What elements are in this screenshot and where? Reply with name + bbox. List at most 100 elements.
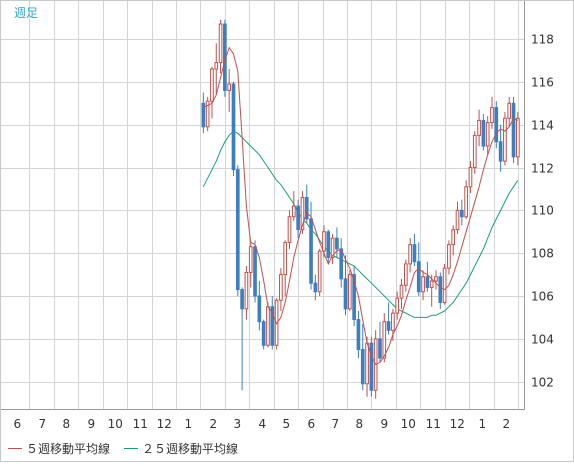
candle-down	[309, 218, 313, 284]
legend-label-ma25: ２５週移動平均線	[142, 441, 239, 456]
candle-down	[296, 205, 300, 231]
x-tick-label: 6	[307, 417, 315, 431]
y-tick-label: 112	[531, 162, 554, 176]
candle-down	[460, 209, 464, 218]
x-tick-label: 1	[184, 417, 192, 431]
candle-up	[503, 117, 507, 162]
x-tick-label: 7	[38, 417, 46, 431]
x-tick-label: 8	[355, 417, 363, 431]
chart-title: 週足	[14, 6, 39, 20]
candle-up	[365, 342, 369, 385]
candle-up	[477, 119, 481, 136]
candle-down	[339, 248, 344, 280]
candle-up	[330, 237, 335, 258]
candle-down	[201, 102, 206, 128]
y-tick-label: 102	[531, 376, 554, 390]
candle-down	[498, 141, 503, 162]
y-tick-label: 106	[531, 290, 554, 304]
legend-swatch-ma25	[124, 447, 139, 449]
candle-up	[490, 107, 494, 124]
candle-up	[516, 117, 520, 158]
ma25-line	[202, 130, 519, 318]
ma5-line	[203, 46, 519, 366]
y-tick-label: 114	[531, 119, 554, 133]
candle-up	[347, 274, 352, 310]
candle-down	[369, 342, 374, 391]
candle-down	[386, 321, 391, 331]
candle-up	[248, 246, 253, 273]
candle-up	[279, 274, 283, 301]
y-tick-label: 110	[531, 204, 554, 218]
candle-down	[304, 197, 309, 220]
candle-up	[434, 276, 438, 282]
y-tick-label: 108	[531, 247, 554, 261]
candle-up	[210, 68, 214, 102]
y-tick-label: 104	[531, 333, 554, 347]
candle-down	[378, 338, 382, 359]
candle-up	[322, 231, 326, 252]
x-tick-label: 10	[108, 417, 123, 431]
candle-up	[283, 241, 288, 276]
x-tick-label: 7	[331, 417, 339, 431]
candle-up	[464, 186, 468, 218]
candle-up	[408, 244, 412, 265]
candle-down	[240, 289, 244, 310]
candle-down	[257, 295, 262, 323]
candle-up	[429, 280, 434, 288]
y-tick-label: 118	[531, 33, 554, 47]
candle-down	[270, 306, 275, 346]
ma25-series	[202, 130, 519, 318]
candle-up	[403, 263, 408, 286]
candle-down	[416, 261, 421, 293]
candle-up	[291, 205, 296, 218]
candle-down	[326, 231, 331, 258]
legend-item-ma5: ５週移動平均線	[8, 440, 110, 457]
legend-label-ma5: ５週移動平均線	[26, 441, 111, 456]
candle-down	[253, 246, 257, 297]
x-tick-label: 4	[258, 417, 266, 431]
candle-down	[481, 119, 486, 147]
gridlines	[0, 0, 525, 410]
x-tick-label: 9	[87, 417, 95, 431]
x-tick-label: 1	[478, 417, 486, 431]
candle-up	[300, 197, 305, 231]
x-tick-label: 11	[426, 417, 441, 431]
candle-up	[266, 306, 270, 346]
x-tick-label: 2	[209, 417, 217, 431]
candle-up	[485, 122, 490, 147]
candle-down	[494, 107, 499, 143]
x-tick-label: 10	[401, 417, 416, 431]
x-tick-label: 6	[13, 417, 21, 431]
candles	[201, 19, 520, 399]
candle-up	[218, 23, 223, 64]
candle-up	[227, 83, 232, 91]
candle-up	[205, 100, 210, 128]
candle-up	[399, 284, 404, 299]
candle-up	[472, 134, 477, 169]
candle-down	[313, 282, 318, 293]
x-tick-label: 5	[282, 417, 290, 431]
x-tick-label: 12	[157, 417, 172, 431]
candle-up	[468, 167, 473, 188]
candle-down	[343, 278, 348, 310]
candle-up	[317, 250, 322, 293]
candle-down	[335, 237, 339, 250]
x-tick-label: 2	[502, 417, 510, 431]
x-tick-label: 9	[380, 417, 388, 431]
legend: ５週移動平均線 ２５週移動平均線	[8, 440, 252, 456]
candle-down	[352, 274, 356, 321]
candle-down	[360, 349, 365, 385]
candle-down	[356, 319, 361, 351]
candle-down	[412, 244, 417, 263]
candle-up	[244, 271, 249, 310]
candle-up	[421, 276, 425, 293]
candle-down	[438, 276, 443, 303]
legend-item-ma25: ２５週移動平均線	[124, 440, 238, 457]
candle-up	[214, 62, 219, 70]
candle-down	[261, 321, 266, 346]
candle-down	[235, 169, 240, 291]
candle-up	[455, 209, 460, 231]
